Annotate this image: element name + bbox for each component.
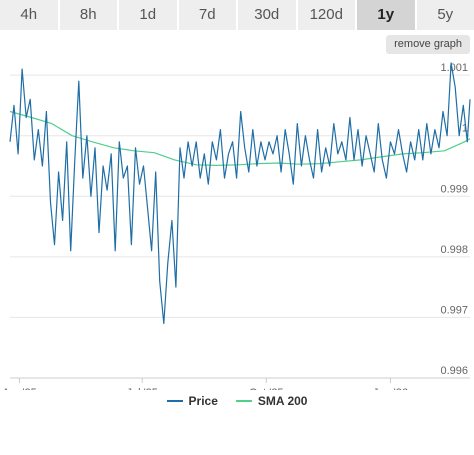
x-axis: Apr '25 Jul '25 Oct '25 Jan '26 — [2, 377, 470, 390]
y-tick-label: 1.001 — [440, 62, 468, 74]
legend-swatch-sma — [235, 400, 252, 402]
tab-1y[interactable]: 1y — [357, 0, 415, 30]
series-line-price — [9, 62, 471, 325]
tab-30d[interactable]: 30d — [238, 0, 296, 30]
legend-item-price[interactable]: Price — [166, 394, 218, 408]
y-tick-label: 0.997 — [440, 304, 468, 316]
y-tick-label: 0.998 — [440, 244, 468, 256]
timeframe-tabs: 4h 8h 1d 7d 30d 120d 1y 5y — [0, 0, 474, 30]
price-chart: Apr '25Jul '25Oct '25Jan '26 0.9960.9970… — [2, 62, 471, 390]
chart-legend: Price SMA 200 — [0, 393, 474, 409]
series-line-sma-200 — [9, 110, 471, 167]
x-tick-label: Oct '25 — [249, 387, 284, 390]
x-tick-label: Jul '25 — [126, 387, 157, 390]
legend-item-sma[interactable]: SMA 200 — [235, 394, 308, 408]
tab-1d[interactable]: 1d — [119, 0, 177, 30]
remove-graph-button[interactable]: remove graph — [386, 35, 470, 54]
tab-8h[interactable]: 8h — [59, 0, 117, 30]
tab-120d[interactable]: 120d — [297, 0, 355, 30]
y-tick-label: 0.999 — [440, 183, 468, 195]
y-tick-label: 0.996 — [440, 365, 468, 377]
y-axis: 0.996 0.997 0.998 0.999 1 1.001 — [440, 62, 468, 377]
x-tick-label: Jan '26 — [373, 387, 408, 390]
tab-7d[interactable]: 7d — [178, 0, 236, 30]
x-tick-label: Apr '25 — [2, 387, 37, 390]
y-tick-label: 1 — [462, 123, 468, 135]
legend-swatch-price — [166, 400, 183, 402]
tab-4h[interactable]: 4h — [0, 0, 58, 30]
legend-label-price: Price — [188, 394, 218, 408]
legend-label-sma: SMA 200 — [257, 394, 308, 408]
series-layer — [9, 62, 471, 325]
tab-5y[interactable]: 5y — [416, 0, 474, 30]
